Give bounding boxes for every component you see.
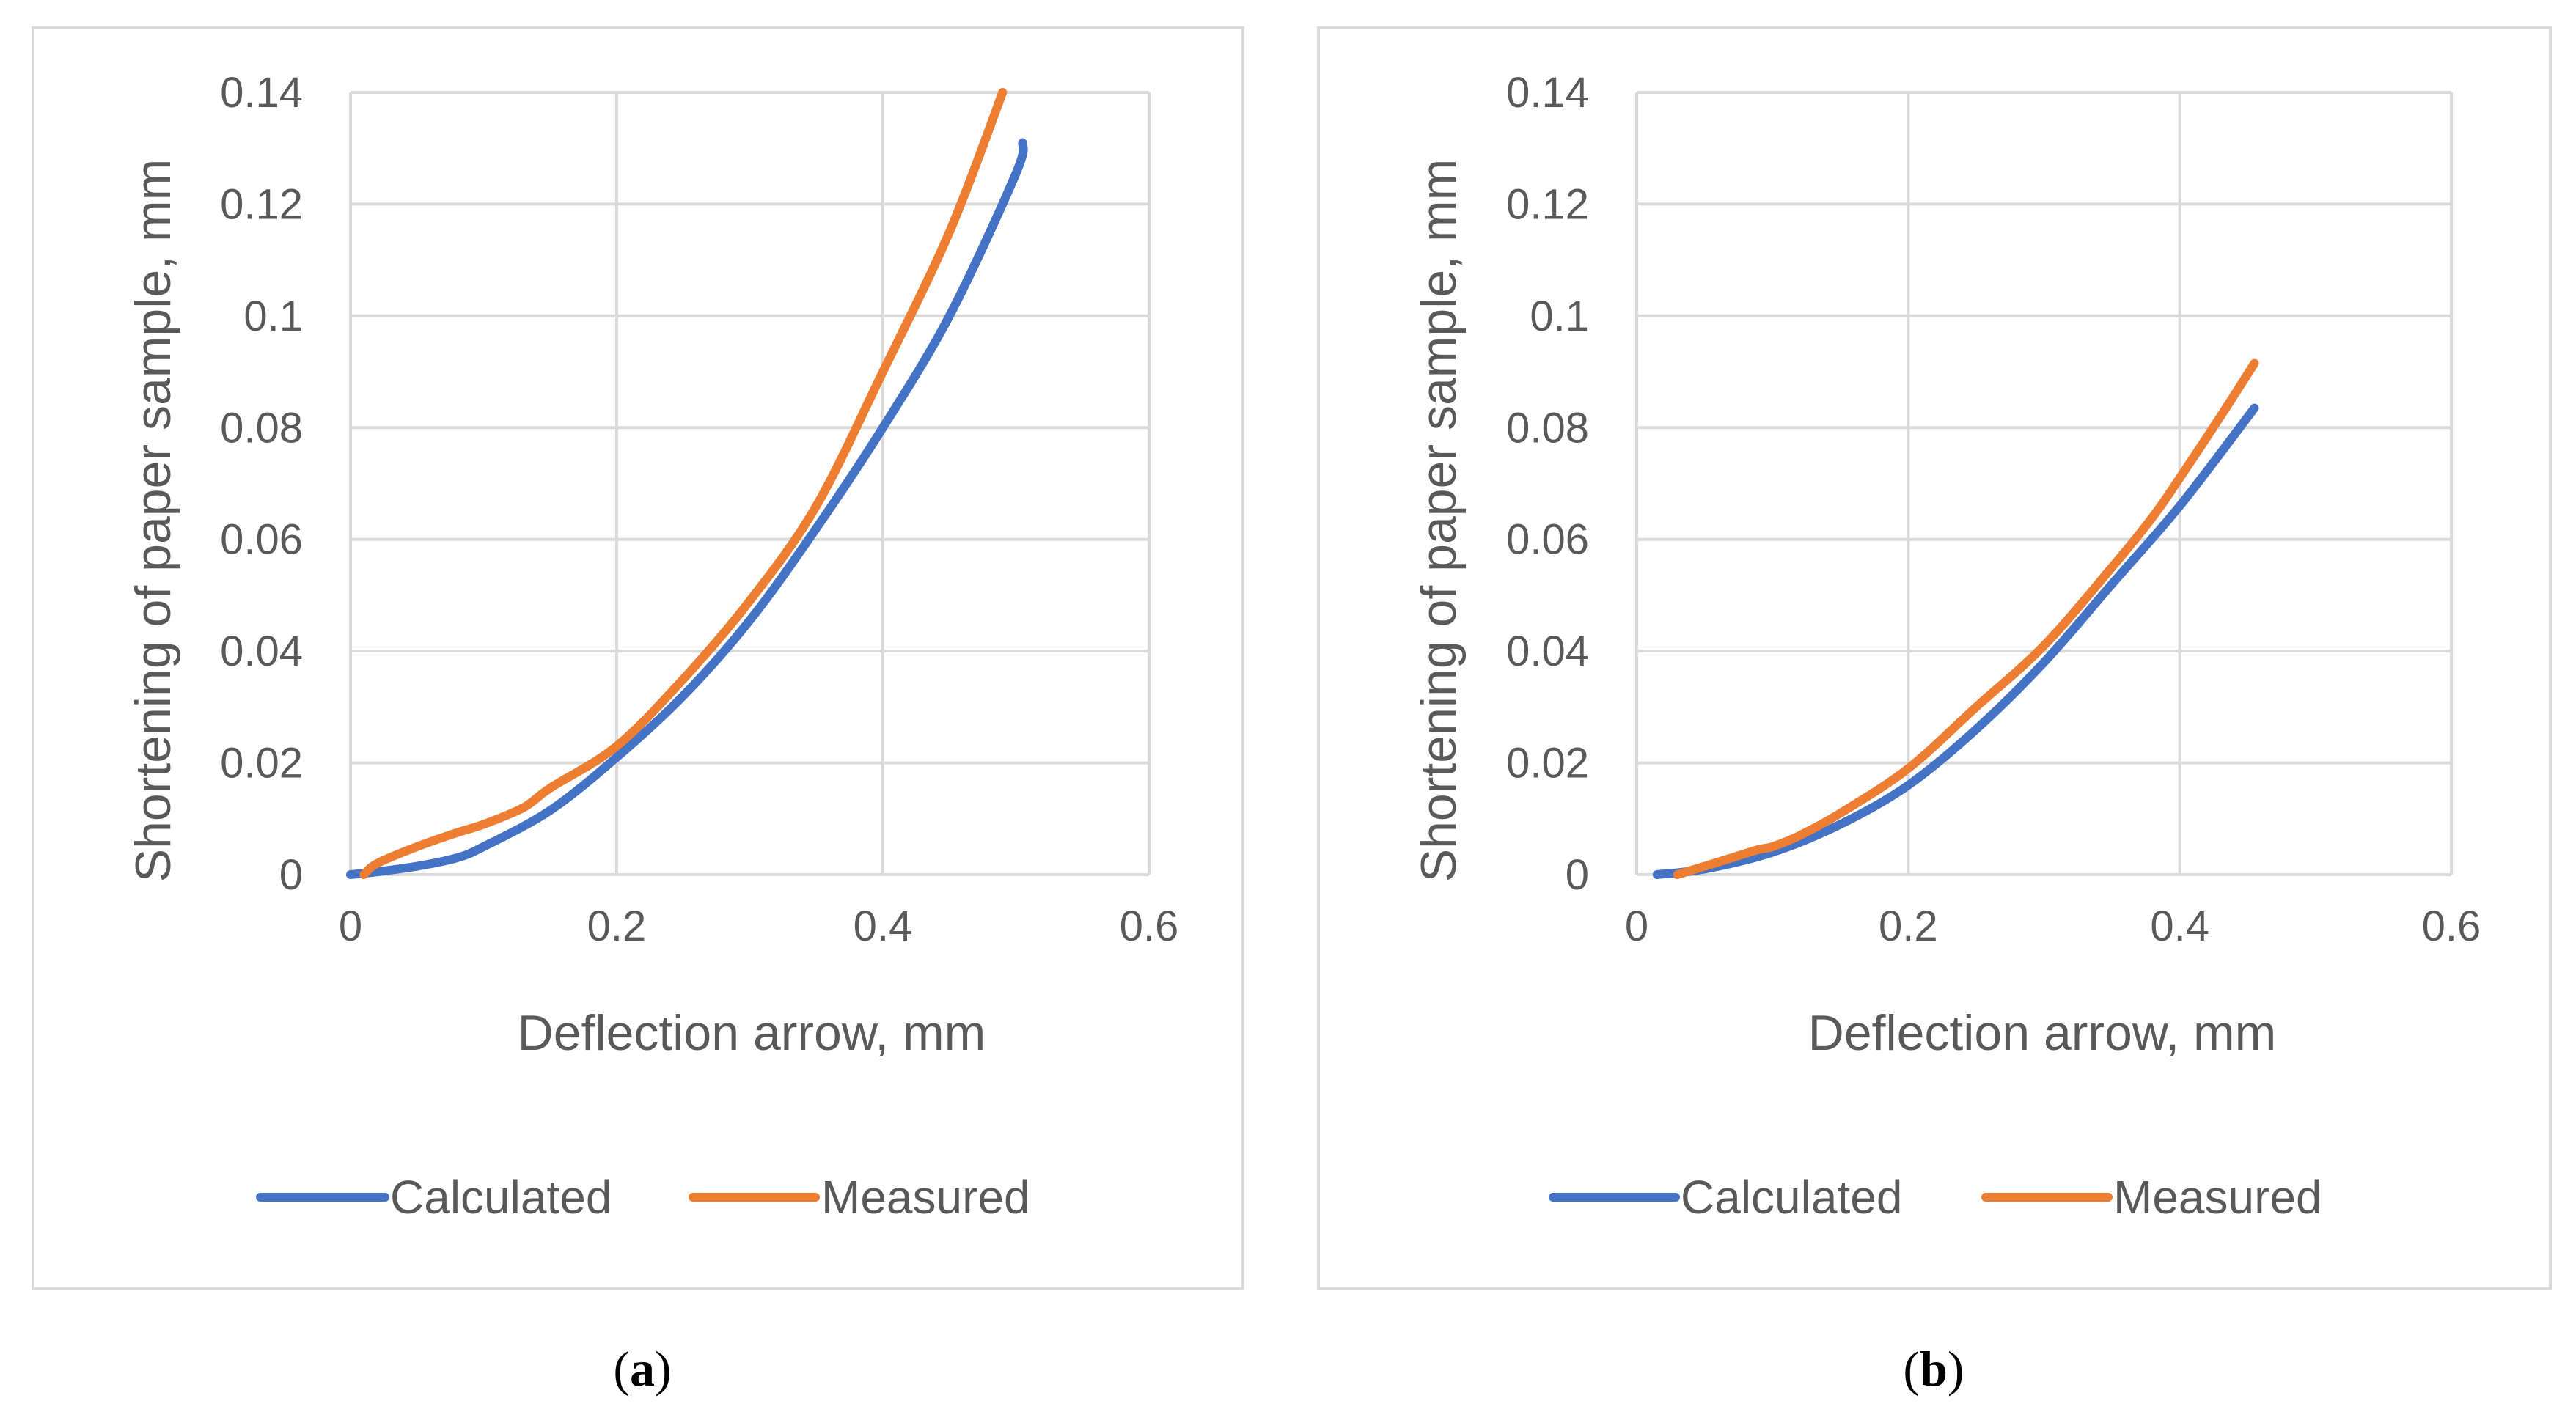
chart-b-legend-calculated-label: Calculated — [1681, 1171, 1902, 1224]
chart-b-legend-measured-label: Measured — [2113, 1171, 2322, 1224]
chart-b-series-measured — [1673, 358, 2259, 879]
chart-b-series — [1652, 358, 2259, 879]
panel-b-caption: (b) — [1903, 1341, 1964, 1397]
chart-b-y-tick-4: 0.08 — [1506, 404, 1589, 452]
chart-a-gridlines — [351, 91, 1151, 875]
chart-a-y-tick-labels: 0 0.02 0.04 0.06 0.08 0.1 0.12 0.14 — [220, 69, 303, 899]
chart-a-x-tick-0: 0 — [339, 902, 362, 950]
chart-a-axes — [349, 92, 1149, 876]
chart-b-y-tick-6: 0.12 — [1506, 180, 1589, 228]
chart-a-y-tick-7: 0.14 — [220, 69, 303, 117]
chart-a-y-tick-6: 0.12 — [220, 180, 303, 228]
chart-a-y-tick-5: 0.1 — [243, 293, 303, 340]
panel-a-caption-letter: a — [630, 1341, 655, 1397]
chart-a-x-tick-1: 0.2 — [587, 902, 647, 950]
chart-b-y-tick-7: 0.14 — [1506, 69, 1589, 117]
chart-b-x-tick-3: 0.6 — [2422, 902, 2481, 950]
chart-b-y-tick-3: 0.06 — [1506, 516, 1589, 564]
panel-b-caption-letter: b — [1920, 1341, 1948, 1397]
chart-b-y-tick-0: 0 — [1566, 851, 1589, 899]
chart-a-x-tick-3: 0.6 — [1120, 902, 1179, 950]
chart-a-series — [346, 88, 1028, 879]
chart-b-axes — [1635, 92, 2451, 876]
chart-a-x-tick-2: 0.4 — [854, 902, 913, 950]
chart-b-x-tick-labels: 0 0.2 0.4 0.6 — [1625, 902, 2481, 950]
chart-a-y-tick-4: 0.08 — [220, 404, 303, 452]
chart-b-y-tick-2: 0.04 — [1506, 628, 1589, 675]
chart-b-x-axis-title: Deflection arrow, mm — [1808, 1005, 2277, 1061]
chart-b-x-tick-2: 0.4 — [2150, 902, 2209, 950]
chart-b-y-tick-1: 0.02 — [1506, 740, 1589, 787]
chart-b-legend: Calculated Measured — [1549, 1171, 2322, 1224]
chart-a-y-axis-title: Shortening of paper sample, mm — [125, 159, 181, 883]
chart-b-series-calculated — [1652, 403, 2259, 879]
chart-b-y-tick-5: 0.1 — [1530, 293, 1589, 340]
chart-a-x-axis-title: Deflection arrow, mm — [518, 1005, 986, 1061]
chart-a-y-tick-2: 0.04 — [220, 628, 303, 675]
chart-a-y-tick-0: 0 — [279, 851, 303, 899]
chart-panel-b: 00.020.040.060.080.10.120.14 0 0.2 0.4 0.6 … — [1317, 26, 2552, 1290]
chart-a-legend: Calculated Measured — [256, 1171, 1030, 1224]
panel-a-caption: (a) — [613, 1341, 671, 1397]
chart-a-y-tick-1: 0.02 — [220, 740, 303, 787]
chart-a-y-tick-3: 0.06 — [220, 516, 303, 564]
chart-b-y-tick-labels: 0 0.02 0.04 0.06 0.08 0.1 0.12 0.14 — [1506, 69, 1589, 899]
chart-a-frame — [32, 26, 1244, 1290]
chart-b-frame — [1317, 26, 2552, 1290]
chart-a-legend-calculated-label: Calculated — [390, 1171, 612, 1224]
chart-b-x-tick-1: 0.2 — [1879, 902, 1938, 950]
chart-a-series-measured — [359, 88, 1008, 879]
chart-a-series-calculated — [346, 138, 1028, 879]
chart-b-y-axis-title: Shortening of paper sample, mm — [1411, 159, 1467, 883]
chart-a-x-tick-labels: 0 0.2 0.4 0.6 — [339, 902, 1178, 950]
chart-panel-a: 00.020.040.060.080.10.120.14 0 0.2 0.4 0.6 … — [32, 26, 1244, 1290]
chart-a-legend-measured-label: Measured — [821, 1171, 1030, 1224]
chart-b-x-tick-0: 0 — [1625, 902, 1648, 950]
